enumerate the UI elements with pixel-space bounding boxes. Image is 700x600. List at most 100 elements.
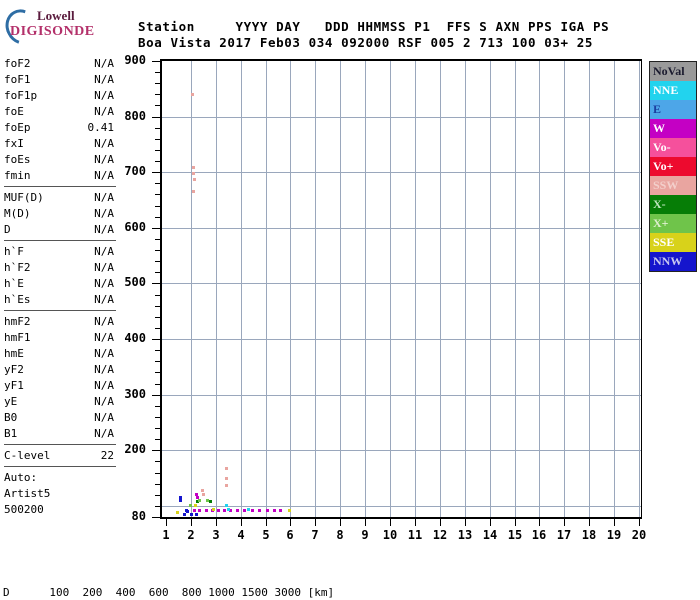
y-tick-minor: [155, 272, 160, 273]
y-tick-minor: [155, 261, 160, 262]
param-name: h`Es: [4, 293, 31, 306]
legend-item-x[interactable]: X-: [650, 195, 696, 214]
param-row-hme: hmE N/A: [2, 346, 120, 362]
param-value: N/A: [94, 191, 114, 204]
y-tick-minor: [155, 295, 160, 296]
y-axis-label: 80: [131, 509, 146, 523]
legend-item-ssw[interactable]: SSW: [650, 176, 696, 195]
gridline-vertical: [216, 61, 217, 517]
param-divider: [4, 310, 116, 311]
param-value: N/A: [94, 73, 114, 86]
logo-digisonde-text: DIGISONDE: [10, 24, 95, 39]
gridline-horizontal: [162, 228, 641, 229]
param-value: N/A: [94, 105, 114, 118]
x-axis-label: 17: [556, 528, 572, 542]
y-tick-major: [152, 283, 160, 284]
x-axis-label: 11: [407, 528, 423, 542]
auto-info-line-1: Artist5: [4, 487, 51, 500]
y-tick-minor: [155, 473, 160, 474]
gridline-horizontal: [162, 283, 641, 284]
param-row-ye: yE N/A: [2, 394, 120, 410]
param-name: foEs: [4, 153, 31, 166]
x-tick: [241, 519, 242, 526]
param-row-fof2: foF2 N/A: [2, 56, 120, 72]
gridline-vertical: [515, 61, 516, 517]
header-values-row: Boa Vista 2017 Feb03 034 092000 RSF 005 …: [138, 35, 594, 50]
param-name: D: [4, 223, 11, 236]
echo-point: [179, 499, 182, 502]
station-header: Station YYYY DAY DDD HHMMSS P1 FFS S AXN…: [138, 19, 609, 51]
param-name: foF2: [4, 57, 31, 70]
param-name: hmF2: [4, 315, 31, 328]
x-tick: [564, 519, 565, 526]
param-name: foEp: [4, 121, 31, 134]
param-value: N/A: [94, 293, 114, 306]
param-name: fxI: [4, 137, 24, 150]
x-tick: [390, 519, 391, 526]
legend-item-nnw[interactable]: NNW: [650, 252, 696, 271]
echo-point: [258, 509, 261, 512]
legend-item-sse[interactable]: SSE: [650, 233, 696, 252]
gridline-horizontal: [162, 506, 641, 507]
echo-point: [236, 509, 239, 512]
y-tick-minor: [155, 317, 160, 318]
echo-point: [192, 166, 195, 169]
y-tick-minor: [155, 417, 160, 418]
y-tick-minor: [155, 239, 160, 240]
param-name: h`F2: [4, 261, 31, 274]
y-tick-minor: [155, 250, 160, 251]
legend-item-vo[interactable]: Vo+: [650, 157, 696, 176]
y-tick-major: [152, 339, 160, 340]
x-tick: [539, 519, 540, 526]
gridline-vertical: [266, 61, 267, 517]
color-legend[interactable]: NoVal NNE E W Vo- Vo+ SSW X- X+ SSE NNW: [649, 61, 697, 272]
gridline-vertical: [241, 61, 242, 517]
bottom-status-block: D 100 200 400 600 800 1000 1500 3000 [km…: [3, 558, 635, 600]
y-tick-minor: [155, 484, 160, 485]
param-row-yf1: yF1 N/A: [2, 378, 120, 394]
legend-item-w[interactable]: W: [650, 119, 696, 138]
param-name: MUF(D): [4, 191, 44, 204]
header-labels-row: Station YYYY DAY DDD HHMMSS P1 FFS S AXN…: [138, 19, 610, 34]
param-row-hmf1: hmF1 N/A: [2, 330, 120, 346]
y-axis-label: 900: [124, 53, 146, 67]
x-axis-label: 16: [531, 528, 547, 542]
gridline-vertical: [290, 61, 291, 517]
legend-item-nne[interactable]: NNE: [650, 81, 696, 100]
gridline-vertical: [365, 61, 366, 517]
y-tick-major: [152, 450, 160, 451]
x-tick: [465, 519, 466, 526]
ionogram-plot[interactable]: [160, 59, 642, 519]
gridline-vertical: [589, 61, 590, 517]
param-name: fmin: [4, 169, 31, 182]
x-axis-label: 1: [162, 528, 170, 542]
gridline-vertical: [539, 61, 540, 517]
x-axis-label: 4: [237, 528, 245, 542]
y-axis-label: 300: [124, 387, 146, 401]
x-axis-label: 18: [581, 528, 597, 542]
d-row: D 100 200 400 600 800 1000 1500 3000 [km…: [3, 586, 335, 599]
gridline-vertical: [415, 61, 416, 517]
legend-item-x[interactable]: X+: [650, 214, 696, 233]
y-tick-minor: [155, 83, 160, 84]
gridline-vertical: [191, 61, 192, 517]
echo-point: [198, 509, 201, 512]
param-row-hes: h`Es N/A: [2, 292, 120, 308]
echo-point: [247, 508, 250, 511]
param-row-fof1p: foF1p N/A: [2, 88, 120, 104]
y-tick-major: [152, 117, 160, 118]
gridline-vertical: [340, 61, 341, 517]
legend-item-noval[interactable]: NoVal: [650, 62, 696, 81]
param-row-fmin: fmin N/A: [2, 168, 120, 184]
echo-point: [251, 509, 254, 512]
legend-item-vo[interactable]: Vo-: [650, 138, 696, 157]
legend-item-e[interactable]: E: [650, 100, 696, 119]
echo-point: [192, 190, 195, 193]
echo-point: [191, 93, 194, 96]
param-value: N/A: [94, 347, 114, 360]
echo-point: [223, 509, 226, 512]
param-row-d: D N/A: [2, 222, 120, 238]
param-name: yE: [4, 395, 18, 408]
param-value: N/A: [94, 315, 114, 328]
x-tick: [315, 519, 316, 526]
